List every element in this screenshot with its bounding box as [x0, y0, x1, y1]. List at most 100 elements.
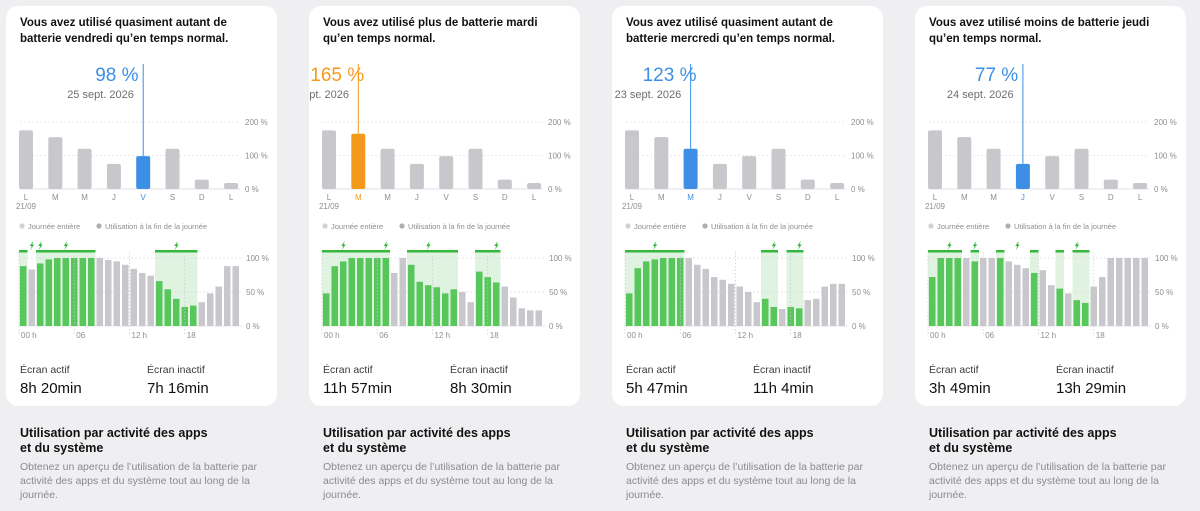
hourly-level-bar[interactable]	[813, 298, 820, 326]
hourly-level-bar[interactable]	[391, 272, 398, 326]
hourly-level-bar[interactable]	[779, 309, 786, 326]
weekly-bar-V[interactable]	[1045, 156, 1060, 189]
hourly-level-bar[interactable]	[1039, 270, 1047, 326]
weekly-bar-M[interactable]	[986, 148, 1001, 189]
hourly-level-bar[interactable]	[340, 261, 347, 326]
hourly-level-bar[interactable]	[518, 308, 526, 326]
hourly-level-bar[interactable]	[634, 268, 642, 326]
hourly-level-bar[interactable]	[450, 289, 458, 326]
hourly-level-bar[interactable]	[1133, 258, 1140, 326]
hourly-level-bar[interactable]	[156, 281, 163, 326]
hourly-level-bar[interactable]	[105, 260, 112, 326]
hourly-level-bar[interactable]	[796, 308, 803, 326]
hourly-level-bar[interactable]	[348, 258, 356, 326]
hourly-level-bar[interactable]	[62, 258, 70, 326]
weekly-bar-L[interactable]	[322, 130, 336, 189]
hourly-level-bar[interactable]	[28, 269, 36, 326]
hourly-level-bar[interactable]	[1124, 258, 1132, 326]
hourly-level-bar[interactable]	[804, 300, 812, 326]
weekly-bar-D[interactable]	[497, 179, 512, 189]
hourly-level-bar[interactable]	[702, 268, 710, 326]
weekly-bar-M[interactable]	[654, 137, 669, 189]
hourly-level-bar[interactable]	[728, 283, 735, 326]
weekly-bar-V[interactable]	[439, 156, 454, 189]
weekly-bar-L[interactable]	[224, 182, 239, 189]
weekly-bar-M[interactable]	[380, 148, 395, 189]
hourly-level-bar[interactable]	[113, 261, 121, 326]
hourly-level-bar[interactable]	[54, 258, 61, 326]
hourly-level-bar[interactable]	[694, 264, 701, 326]
weekly-bar-L[interactable]	[928, 130, 942, 189]
hourly-level-bar[interactable]	[190, 305, 197, 326]
weekly-bar-M[interactable]	[351, 133, 366, 189]
hourly-level-bar[interactable]	[745, 292, 752, 326]
hourly-level-bar[interactable]	[365, 258, 373, 326]
hourly-level-bar[interactable]	[323, 293, 330, 326]
hourly-level-bar[interactable]	[215, 286, 223, 326]
weekly-bar-L[interactable]	[19, 130, 33, 189]
hourly-level-bar[interactable]	[399, 258, 407, 326]
hourly-level-bar[interactable]	[467, 302, 475, 326]
hourly-level-bar[interactable]	[173, 298, 180, 326]
hourly-level-bar[interactable]	[331, 266, 339, 326]
hourly-level-bar[interactable]	[963, 258, 970, 326]
weekly-bar-M[interactable]	[48, 137, 63, 189]
battery-card-4[interactable]: Vous avez utilisé moins de batterie jeud…	[915, 6, 1186, 406]
hourly-level-bar[interactable]	[96, 258, 104, 326]
hourly-level-bar[interactable]	[357, 258, 364, 326]
hourly-level-bar[interactable]	[433, 287, 441, 326]
hourly-level-bar[interactable]	[139, 272, 146, 326]
hourly-level-bar[interactable]	[382, 258, 390, 326]
hourly-level-bar[interactable]	[510, 297, 517, 326]
hourly-level-bar[interactable]	[946, 258, 953, 326]
weekly-bar-S[interactable]	[771, 148, 786, 189]
weekly-bar-V[interactable]	[136, 156, 151, 189]
hourly-level-bar[interactable]	[626, 293, 633, 326]
hourly-level-bar[interactable]	[1031, 272, 1038, 326]
hourly-level-bar[interactable]	[459, 292, 466, 326]
battery-card-1[interactable]: Vous avez utilisé quasiment autant de ba…	[6, 6, 277, 406]
weekly-bar-S[interactable]	[468, 148, 483, 189]
hourly-level-bar[interactable]	[929, 277, 936, 326]
hourly-level-bar[interactable]	[1056, 288, 1064, 326]
weekly-bar-L[interactable]	[527, 182, 542, 189]
hourly-level-bar[interactable]	[224, 266, 231, 326]
hourly-level-bar[interactable]	[88, 258, 95, 326]
hourly-level-bar[interactable]	[997, 258, 1004, 326]
weekly-bar-D[interactable]	[800, 179, 815, 189]
hourly-level-bar[interactable]	[198, 302, 206, 326]
weekly-bar-M[interactable]	[683, 148, 698, 189]
weekly-bar-D[interactable]	[1103, 179, 1118, 189]
hourly-level-bar[interactable]	[651, 259, 659, 326]
hourly-level-bar[interactable]	[736, 286, 744, 326]
hourly-level-bar[interactable]	[1082, 302, 1089, 326]
hourly-level-bar[interactable]	[130, 268, 138, 326]
hourly-level-bar[interactable]	[937, 258, 945, 326]
hourly-level-bar[interactable]	[164, 289, 172, 326]
hourly-level-bar[interactable]	[770, 306, 778, 326]
hourly-level-bar[interactable]	[425, 285, 432, 326]
hourly-level-bar[interactable]	[79, 258, 87, 326]
hourly-level-bar[interactable]	[535, 310, 543, 326]
weekly-bar-L[interactable]	[625, 130, 639, 189]
weekly-bar-M[interactable]	[77, 148, 92, 189]
weekly-bar-L[interactable]	[1133, 182, 1148, 189]
hourly-level-bar[interactable]	[527, 310, 534, 326]
hourly-level-bar[interactable]	[971, 261, 979, 326]
hourly-level-bar[interactable]	[821, 286, 829, 326]
hourly-level-bar[interactable]	[1005, 261, 1013, 326]
hourly-level-bar[interactable]	[668, 258, 676, 326]
weekly-bar-L[interactable]	[830, 182, 845, 189]
weekly-bar-J[interactable]	[409, 163, 424, 189]
hourly-level-bar[interactable]	[1022, 268, 1030, 326]
hourly-level-bar[interactable]	[1073, 300, 1081, 326]
weekly-bar-M[interactable]	[957, 137, 972, 189]
hourly-level-bar[interactable]	[501, 286, 509, 326]
hourly-level-bar[interactable]	[416, 281, 424, 326]
battery-card-2[interactable]: Vous avez utilisé plus de batterie mardi…	[309, 6, 580, 406]
hourly-level-bar[interactable]	[719, 279, 727, 326]
battery-card-3[interactable]: Vous avez utilisé quasiment autant de ba…	[612, 6, 883, 406]
hourly-level-bar[interactable]	[37, 263, 44, 326]
hourly-level-bar[interactable]	[1116, 258, 1123, 326]
hourly-level-bar[interactable]	[122, 264, 129, 326]
